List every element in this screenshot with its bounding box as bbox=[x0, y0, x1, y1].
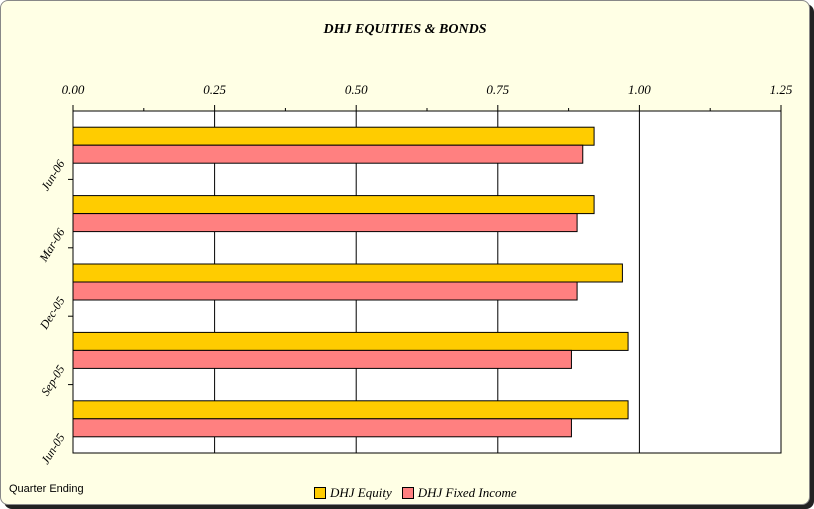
y-category-label: Dec-05 bbox=[36, 294, 67, 332]
bar-fixed-income bbox=[72, 144, 584, 164]
y-category-label: Jun-06 bbox=[38, 157, 68, 193]
x-tick-label: 0.00 bbox=[62, 82, 85, 97]
legend-swatch-equity bbox=[314, 487, 326, 499]
bar-fixed-income bbox=[72, 281, 578, 301]
chart-title: DHJ EQUITIES & BONDS bbox=[323, 22, 487, 37]
x-tick-label: 1.25 bbox=[770, 82, 793, 97]
bar-fixed-income bbox=[72, 418, 572, 438]
legend-label-fixed-income: DHJ Fixed Income bbox=[417, 485, 517, 500]
legend-item-fixed-income: DHJ Fixed Income bbox=[401, 485, 517, 501]
bar-equity bbox=[72, 126, 595, 146]
y-category-label: Sep-05 bbox=[38, 363, 68, 399]
bar-equity bbox=[72, 263, 623, 283]
x-tick-label: 1.00 bbox=[628, 82, 651, 97]
bar-equity bbox=[72, 331, 629, 351]
legend-label-equity: DHJ Equity bbox=[330, 485, 392, 500]
bar-equity bbox=[72, 400, 629, 420]
x-tick-label: 0.50 bbox=[345, 82, 368, 97]
bar-fixed-income bbox=[72, 349, 572, 369]
y-category-label: Mar-06 bbox=[36, 226, 68, 265]
bar-fixed-income bbox=[72, 213, 578, 233]
legend-item-equity: DHJ Equity bbox=[314, 485, 392, 501]
y-category-label: Jun-05 bbox=[38, 431, 68, 467]
legend-swatch-fixed-income bbox=[401, 487, 414, 499]
legend: DHJ Equity DHJ Fixed Income bbox=[314, 485, 517, 501]
x-tick-label: 0.75 bbox=[486, 82, 509, 97]
y-axis-label: Quarter Ending bbox=[9, 483, 84, 495]
x-tick-label: 0.25 bbox=[203, 82, 226, 97]
bar-equity bbox=[72, 195, 595, 215]
